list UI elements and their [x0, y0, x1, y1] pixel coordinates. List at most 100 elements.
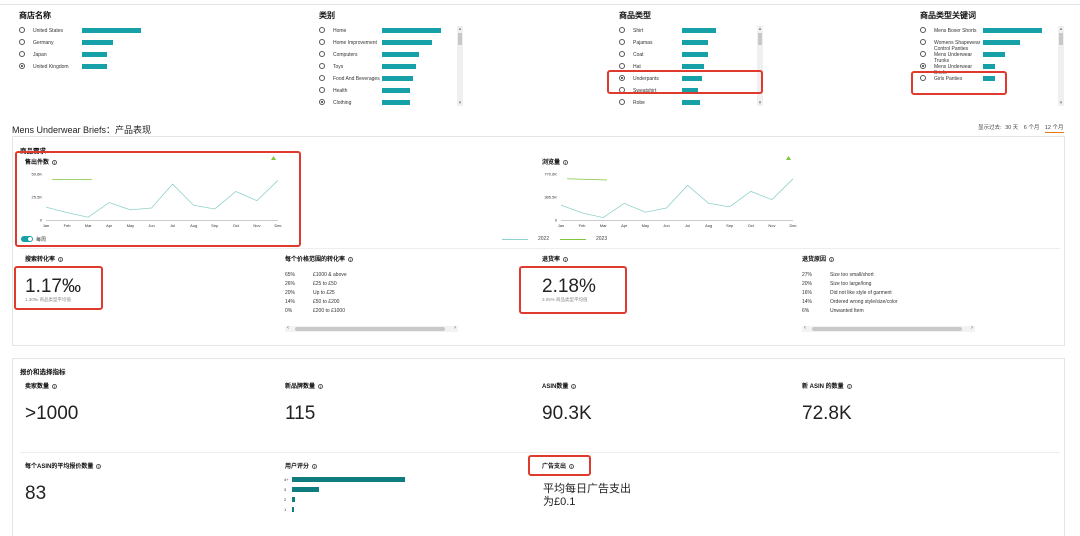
x-tick-label: Aug	[190, 223, 197, 228]
info-icon[interactable]: i	[563, 256, 569, 262]
highlight-return-rate	[519, 266, 627, 314]
info-icon[interactable]: i	[829, 256, 835, 262]
radio-button[interactable]	[319, 87, 325, 93]
filter-option-bar	[382, 63, 416, 69]
filter-option-bar	[382, 27, 441, 33]
time-range-selector: 显示过去: 30 天 6 个月 12 个月	[978, 123, 1064, 133]
filter-option-label[interactable]: Computers	[333, 51, 358, 58]
scroll-thumb[interactable]	[1059, 33, 1063, 45]
offers-per-asin-title: 每个ASIN的平均报价数量 i	[25, 463, 102, 470]
filter-option-label[interactable]: Clothing	[333, 99, 352, 106]
scroll-down-icon[interactable]: ▾	[458, 100, 462, 106]
filter-option-label[interactable]: Womens Shapewear Control Panties	[934, 39, 981, 52]
filter-option-label[interactable]: Japan	[33, 51, 47, 58]
scroll-thumb[interactable]	[458, 33, 462, 45]
radio-button[interactable]	[19, 39, 25, 45]
scroll-thumb[interactable]	[758, 33, 762, 45]
info-icon[interactable]: i	[348, 256, 354, 262]
filter-title: 商品类型	[619, 11, 651, 20]
filter-scrollbar[interactable]: ▴ ▾	[757, 26, 763, 106]
rating-label: 4+	[284, 476, 289, 482]
range-6m[interactable]: 6 个月	[1023, 125, 1040, 131]
highlight-units-sold	[15, 151, 301, 247]
radio-button[interactable]	[619, 27, 625, 33]
scroll-thumb[interactable]	[812, 327, 962, 331]
x-tick-label: May	[642, 223, 650, 228]
info-icon[interactable]: i	[846, 383, 852, 389]
scroll-down-icon[interactable]: ▾	[758, 100, 762, 106]
scroll-left-icon[interactable]: ‹	[804, 325, 806, 331]
scroll-down-icon[interactable]: ▾	[1059, 100, 1063, 106]
info-icon[interactable]: i	[52, 159, 58, 165]
filter-option-label[interactable]: United Kingdom	[33, 63, 69, 70]
price-conversion-scrollbar[interactable]: ‹ ›	[285, 325, 458, 332]
filter-option-label[interactable]: Home Improvement	[333, 39, 377, 46]
filter-option-label[interactable]: Shirt	[633, 27, 644, 34]
filter-option-bar	[382, 51, 419, 57]
filter-option-label[interactable]: Pajamas	[633, 39, 653, 46]
filter-option-label[interactable]: Germany	[33, 39, 54, 46]
info-icon[interactable]: i	[318, 383, 324, 389]
new-brands-title: 新品牌数量 i	[285, 383, 324, 390]
info-icon[interactable]: i	[312, 463, 318, 469]
filter-option-label[interactable]: Girls Panties	[934, 75, 963, 82]
radio-button[interactable]	[19, 63, 25, 69]
filter-option-label[interactable]: Sweatshirt	[633, 87, 657, 94]
info-icon[interactable]: i	[563, 159, 569, 165]
return-reasons-scrollbar[interactable]: ‹ ›	[802, 325, 975, 332]
radio-button[interactable]	[619, 39, 625, 45]
filter-option-label[interactable]: United States	[33, 27, 64, 34]
radio-button[interactable]	[19, 27, 25, 33]
range-12m[interactable]: 12 个月	[1044, 125, 1064, 133]
scroll-left-icon[interactable]: ‹	[287, 325, 289, 331]
x-tick-label: Nov	[768, 223, 775, 228]
filter-scrollbar[interactable]: ▴ ▾	[457, 26, 463, 106]
radio-button[interactable]	[319, 99, 325, 105]
x-tick-label: Jan	[558, 223, 564, 228]
legend-2022-swatch	[502, 239, 528, 240]
radio-button[interactable]	[920, 75, 926, 81]
filter-option-label[interactable]: Robe	[633, 99, 645, 106]
scroll-right-icon[interactable]: ›	[971, 325, 973, 331]
filter-scrollbar[interactable]: ▴ ▾	[1058, 26, 1064, 106]
scroll-thumb[interactable]	[295, 327, 445, 331]
radio-button[interactable]	[619, 51, 625, 57]
radio-button[interactable]	[319, 63, 325, 69]
info-icon[interactable]: i	[58, 256, 64, 262]
scroll-up-icon[interactable]: ▴	[458, 26, 462, 32]
radio-button[interactable]	[920, 27, 926, 33]
radio-button[interactable]	[319, 51, 325, 57]
scroll-right-icon[interactable]: ›	[454, 325, 456, 331]
filter-option-label[interactable]: Health	[333, 87, 348, 94]
x-tick-label: Mar	[600, 223, 608, 228]
range-30d[interactable]: 30 天	[1005, 125, 1019, 131]
radio-button[interactable]	[619, 63, 625, 69]
info-icon[interactable]: i	[571, 383, 577, 389]
return-rate-value: 2.18%	[542, 276, 596, 297]
filter-option-label[interactable]: Coat	[633, 51, 644, 58]
info-icon[interactable]: i	[569, 463, 575, 469]
radio-button[interactable]	[319, 27, 325, 33]
filter-option-label[interactable]: Mens Underwear Trunks	[934, 51, 973, 64]
radio-button[interactable]	[19, 51, 25, 57]
filter-option-label[interactable]: Home	[333, 27, 347, 34]
radio-button[interactable]	[920, 63, 926, 69]
radio-button[interactable]	[920, 51, 926, 57]
radio-button[interactable]	[920, 39, 926, 45]
scroll-up-icon[interactable]: ▴	[1059, 26, 1063, 32]
radio-button[interactable]	[319, 75, 325, 81]
filter-option-label[interactable]: Underpants	[633, 75, 659, 82]
scroll-up-icon[interactable]: ▴	[758, 26, 762, 32]
filter-option-label[interactable]: Food And Beverages	[333, 75, 380, 82]
filter-option-label[interactable]: Hat	[633, 63, 641, 70]
filter-option-label[interactable]: Mens Boxer Shorts	[934, 27, 977, 34]
info-icon[interactable]: i	[52, 383, 58, 389]
weekly-toggle[interactable]	[21, 236, 33, 242]
radio-button[interactable]	[619, 99, 625, 105]
x-tick-label: Feb	[579, 223, 587, 228]
filter-option-label[interactable]: Toys	[333, 63, 344, 70]
radio-button[interactable]	[319, 39, 325, 45]
info-icon[interactable]: i	[96, 463, 102, 469]
radio-button[interactable]	[619, 75, 625, 81]
highlight-mens-underwear-briefs	[911, 71, 1007, 95]
